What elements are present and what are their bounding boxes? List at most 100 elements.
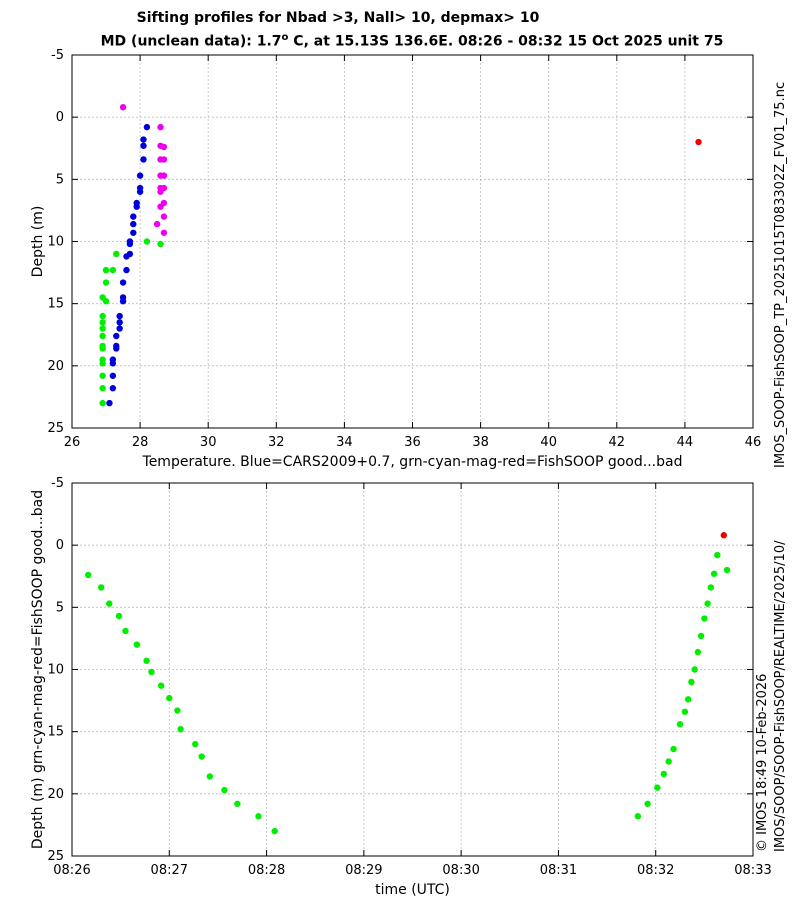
data-point-blue: [130, 229, 137, 236]
data-point-green: [109, 266, 117, 274]
data-point-green: [192, 740, 199, 748]
side-filename-label: IMOS_SOOP-FishSOOP_TP_20251015T083302Z_F…: [773, 81, 788, 468]
x-tick-label: 46: [745, 435, 762, 450]
y-tick-label: 0: [56, 110, 64, 125]
x-tick-label: 44: [677, 435, 694, 450]
data-point-blue: [116, 325, 123, 332]
x-tick-label: 36: [404, 435, 421, 450]
data-point-green: [691, 666, 698, 673]
y-tick-label: 25: [47, 421, 64, 436]
data-point-green: [102, 297, 110, 305]
data-point-green: [148, 668, 155, 676]
chart-subtitle: MD (unclean data): 1.7o C, at 15.13S 136…: [0, 32, 800, 50]
data-point-green: [99, 332, 106, 340]
data-point-green: [157, 682, 165, 689]
chart-panel-1: 26 28 30 32 34 36 38 40 42 44 46 -5 0 5 10 15 20 25 Temper…: [30, 48, 761, 470]
y-axis-label: Depth (m): [30, 206, 46, 278]
x-tick-label: 32: [268, 435, 285, 450]
data-point-green: [166, 694, 173, 702]
data-point-green: [634, 813, 642, 820]
data-point-green: [644, 800, 651, 807]
data-point-green: [198, 753, 205, 760]
data-point-blue: [133, 203, 140, 210]
x-tick-label: 08:30: [442, 863, 479, 878]
y-tick-label: 10: [47, 663, 64, 678]
data-point-green: [271, 827, 278, 835]
y-axis-label: Depth (m) grn-cyan-mag-red=FishSOOP good…: [30, 490, 46, 849]
data-point-red: [695, 138, 702, 146]
data-point-green: [688, 678, 695, 686]
data-point-green: [106, 600, 113, 607]
x-tick-label: 26: [64, 435, 81, 450]
data-point-green: [684, 696, 692, 703]
data-point-green: [701, 615, 708, 622]
data-point-blue: [140, 142, 147, 149]
x-tick-label: 30: [200, 435, 217, 450]
y-tick-label: -5: [51, 476, 64, 491]
data-point-green: [122, 627, 129, 635]
data-point-green: [99, 399, 106, 407]
data-point-green: [670, 745, 677, 753]
y-tick-label: 20: [47, 787, 64, 802]
y-tick-label: 25: [47, 849, 64, 864]
x-tick-label: 08:27: [151, 863, 188, 878]
data-point-green: [97, 584, 105, 591]
data-point-green: [143, 238, 151, 245]
data-point-green: [99, 345, 106, 352]
data-point-magenta: [160, 156, 168, 163]
y-tick-label: 15: [47, 297, 64, 312]
x-axis-label: time (UTC): [375, 882, 450, 898]
data-point-blue: [130, 213, 137, 220]
data-point-magenta: [160, 172, 168, 179]
x-tick-label: 42: [609, 435, 626, 450]
data-point-green: [710, 570, 718, 577]
data-point-green: [723, 566, 731, 574]
data-point-green: [694, 648, 702, 656]
y-tick-label: -5: [51, 48, 64, 63]
data-point-green: [99, 360, 106, 367]
data-point-green: [102, 266, 110, 274]
data-point-blue: [109, 360, 117, 367]
subtitle-suffix: C, at 15.13S 136.6E. 08:26 - 08:32 15 Oc…: [288, 33, 724, 50]
subtitle-prefix: MD (unclean data): 1.7: [100, 33, 282, 50]
data-point-blue: [109, 385, 117, 392]
x-tick-label: 34: [336, 435, 353, 450]
data-point-green: [99, 319, 106, 326]
data-point-green: [707, 584, 715, 591]
y-tick-label: 15: [47, 725, 64, 740]
data-point-green: [697, 632, 705, 640]
data-point-magenta: [157, 188, 164, 195]
data-point-magenta: [160, 229, 168, 236]
data-point-blue: [140, 156, 147, 163]
data-point-green: [143, 657, 150, 664]
data-point-magenta: [160, 213, 168, 220]
data-point-red: [720, 532, 728, 539]
data-point-green: [255, 813, 262, 820]
data-point-blue: [106, 399, 113, 407]
x-axis-label: Temperature. Blue=CARS2009+0.7, grn-cyan…: [142, 454, 683, 470]
data-point-magenta: [119, 104, 127, 111]
data-point-green: [676, 721, 684, 728]
data-point-blue: [136, 172, 144, 179]
data-point-green: [206, 773, 214, 780]
x-tick-label: 08:31: [540, 863, 577, 878]
x-tick-label: 38: [472, 435, 489, 450]
data-point-green: [99, 385, 106, 392]
data-point-green: [102, 279, 110, 286]
data-point-green: [234, 800, 241, 807]
data-point-magenta: [157, 203, 164, 210]
data-point-green: [99, 372, 106, 379]
data-point-green: [174, 707, 181, 714]
data-point-magenta: [157, 123, 164, 131]
degree-symbol: o: [281, 32, 289, 43]
data-point-green: [157, 240, 164, 248]
data-point-green: [85, 571, 92, 579]
x-tick-label: 08:26: [53, 863, 90, 878]
data-point-blue: [109, 372, 117, 379]
data-point-green: [704, 600, 711, 607]
data-point-green: [714, 551, 721, 559]
data-point-green: [133, 641, 141, 648]
x-tick-label: 08:28: [248, 863, 285, 878]
y-tick-label: 0: [56, 538, 64, 553]
